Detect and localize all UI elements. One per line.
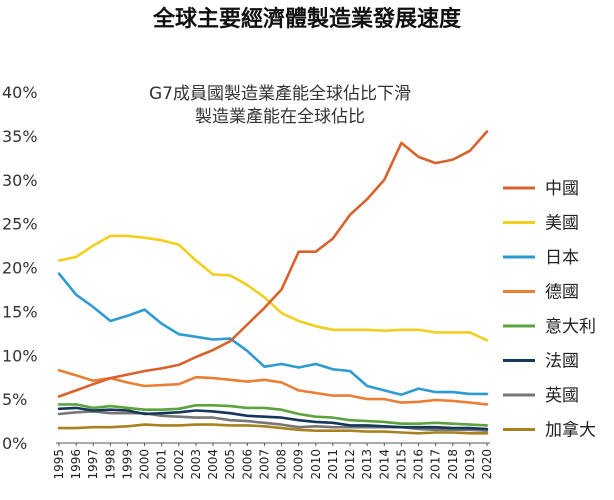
series-line-英國 (57, 410, 489, 433)
y-tick-label: 25% (2, 215, 38, 234)
x-tick-label: 2011 (326, 449, 340, 480)
x-tick-label: 2018 (446, 449, 460, 480)
legend-label: 德國 (545, 283, 579, 303)
series-line-日本 (57, 272, 489, 397)
legend-label: 加拿大 (545, 420, 596, 441)
x-tick-label: 2015 (394, 449, 408, 480)
series-lines (57, 130, 489, 435)
legend-label: 日本 (545, 248, 579, 268)
y-tick-label: 20% (2, 259, 38, 278)
series-line-德國 (57, 368, 489, 406)
y-tick-label: 35% (2, 127, 38, 146)
x-tick-label: 2007 (257, 449, 271, 480)
x-tick-label: 2017 (429, 449, 443, 480)
x-tick-label: 2006 (240, 449, 254, 480)
y-tick-label: 40% (2, 83, 38, 102)
series-line-法國 (57, 406, 489, 431)
legend-label: 中國 (545, 179, 579, 199)
x-tick-label: 2010 (309, 449, 323, 480)
x-tick-label: 2003 (189, 449, 203, 480)
x-tick-label: 2014 (377, 449, 391, 480)
chart-subtitle-line-1: G7成員國製造業產能全球佔比下滑 (149, 84, 411, 104)
y-tick-label: 10% (2, 346, 38, 365)
x-tick-label: 1997 (86, 449, 100, 480)
y-axis: 0% 5% 10% 15% 20% 25% 30% 35% 40% (2, 83, 38, 453)
y-tick-label: 0% (2, 434, 27, 453)
x-tick-label: 1995 (52, 449, 66, 480)
x-tick-label: 1999 (120, 449, 134, 480)
x-tick-label: 2002 (172, 449, 186, 480)
x-tick-label: 2019 (463, 449, 477, 480)
x-axis: 1995 1996 1997 1998 1999 2000 2001 2002 2003 2004… (52, 442, 494, 480)
x-tick-label: 2001 (155, 449, 169, 480)
series-line-意大利 (57, 403, 489, 427)
legend-label: 美國 (545, 214, 579, 234)
y-tick-label: 15% (2, 302, 38, 321)
x-tick-label: 2016 (412, 449, 426, 480)
legend-label: 意大利 (545, 317, 596, 337)
series-line-加拿大 (57, 423, 489, 435)
x-tick-label: 2020 (480, 449, 494, 480)
y-tick-label: 5% (2, 390, 27, 409)
x-tick-label: 2008 (275, 449, 289, 480)
chart-title: 全球主要經濟體製造業發展速度 (152, 6, 462, 32)
x-tick-label: 1996 (69, 449, 83, 480)
x-tick-label: 2000 (138, 449, 152, 480)
x-tick-label: 2013 (360, 449, 374, 480)
chart-subtitle-line-2: 製造業產能在全球佔比 (195, 107, 365, 127)
x-tick-label: 2009 (292, 449, 306, 480)
series-line-美國 (57, 234, 489, 342)
x-tick-label: 2004 (206, 449, 220, 480)
y-tick-label: 30% (2, 171, 38, 190)
x-tick-label: 2012 (343, 449, 357, 480)
legend-label: 英國 (545, 386, 579, 406)
x-tick-label: 1998 (103, 449, 117, 480)
legend-label: 法國 (545, 352, 579, 372)
series-line-中國 (57, 130, 489, 398)
x-tick-label: 2005 (223, 449, 237, 480)
